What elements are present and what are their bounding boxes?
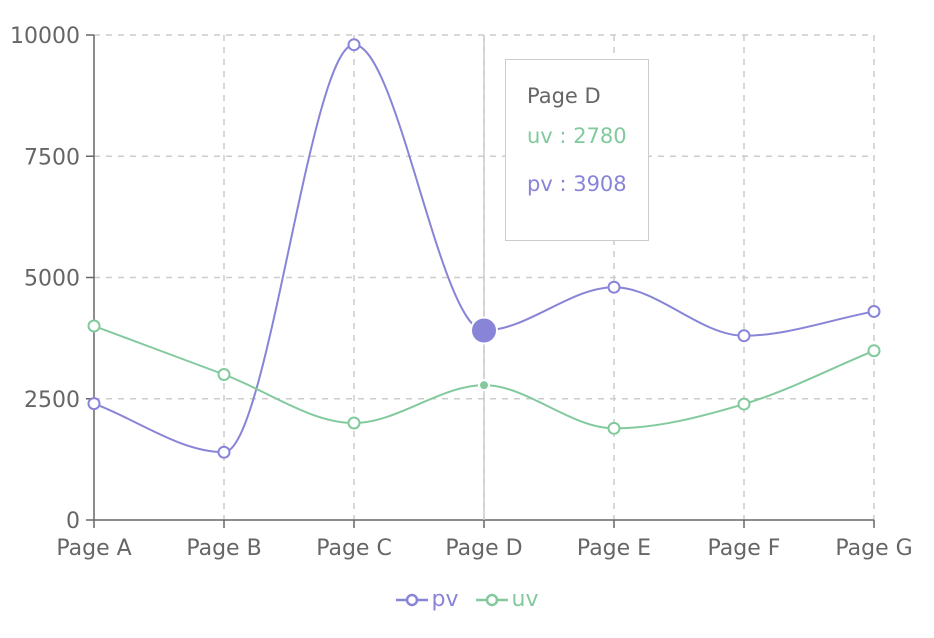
data-point-pv [347, 38, 361, 52]
tooltip-name-pv: pv [527, 172, 553, 196]
legend-label-uv: uv [511, 587, 539, 612]
tooltip-value-pv: 3908 [573, 172, 627, 196]
tooltip-value-uv: 2780 [573, 124, 627, 148]
legend-label-pv: pv [431, 587, 459, 612]
y-tick-label: 2500 [24, 388, 80, 413]
data-point-pv [87, 397, 101, 411]
active-dot-pv [470, 316, 498, 345]
legend-line-icon-pv [395, 593, 428, 607]
data-point-pv [867, 304, 881, 318]
legend-line-icon-uv [475, 593, 508, 607]
x-tick-label: Page D [445, 536, 522, 561]
y-tick-label: 0 [66, 509, 80, 534]
tooltip-name-uv: uv [527, 124, 553, 148]
data-point-uv [217, 368, 231, 381]
y-tick-label: 10000 [10, 24, 80, 49]
x-tick-label: Page A [56, 536, 131, 561]
data-point-pv [217, 445, 231, 459]
chart-axes: 0 2500 5000 7500 10000 Page A Page B Page C Page… [10, 24, 913, 561]
data-point-uv [607, 421, 621, 435]
x-tick-label: Page G [835, 536, 912, 561]
data-point-uv [737, 397, 751, 411]
tooltip: Page D uv : 2780 pv : 3908 [505, 59, 649, 241]
data-point-pv [607, 280, 621, 294]
data-point-uv [87, 319, 101, 333]
data-point-uv [347, 416, 361, 430]
y-tick-label: 5000 [24, 267, 80, 292]
series-dots [87, 38, 881, 459]
data-point-uv [867, 344, 881, 358]
active-dot-uv [478, 379, 490, 392]
legend-item-uv[interactable]: uv [475, 584, 539, 616]
tooltip-label: Page D [527, 84, 601, 108]
x-tick-label: Page C [316, 536, 392, 561]
tooltip-row-uv: uv : 2780 [527, 124, 648, 148]
legend-item-pv[interactable]: pv [395, 584, 459, 616]
data-point-pv [737, 329, 751, 343]
tooltip-separator-pv: : [552, 172, 574, 196]
series-line-pv [93, 43, 875, 454]
x-tick-label: Page E [577, 536, 651, 561]
tooltip-separator-uv: : [552, 124, 574, 148]
chart-legend: pv uv [0, 584, 934, 618]
tooltip-row-pv: pv : 3908 [527, 172, 648, 196]
y-tick-label: 7500 [24, 145, 80, 170]
x-tick-label: Page F [708, 536, 781, 561]
x-tick-label: Page B [186, 536, 261, 561]
